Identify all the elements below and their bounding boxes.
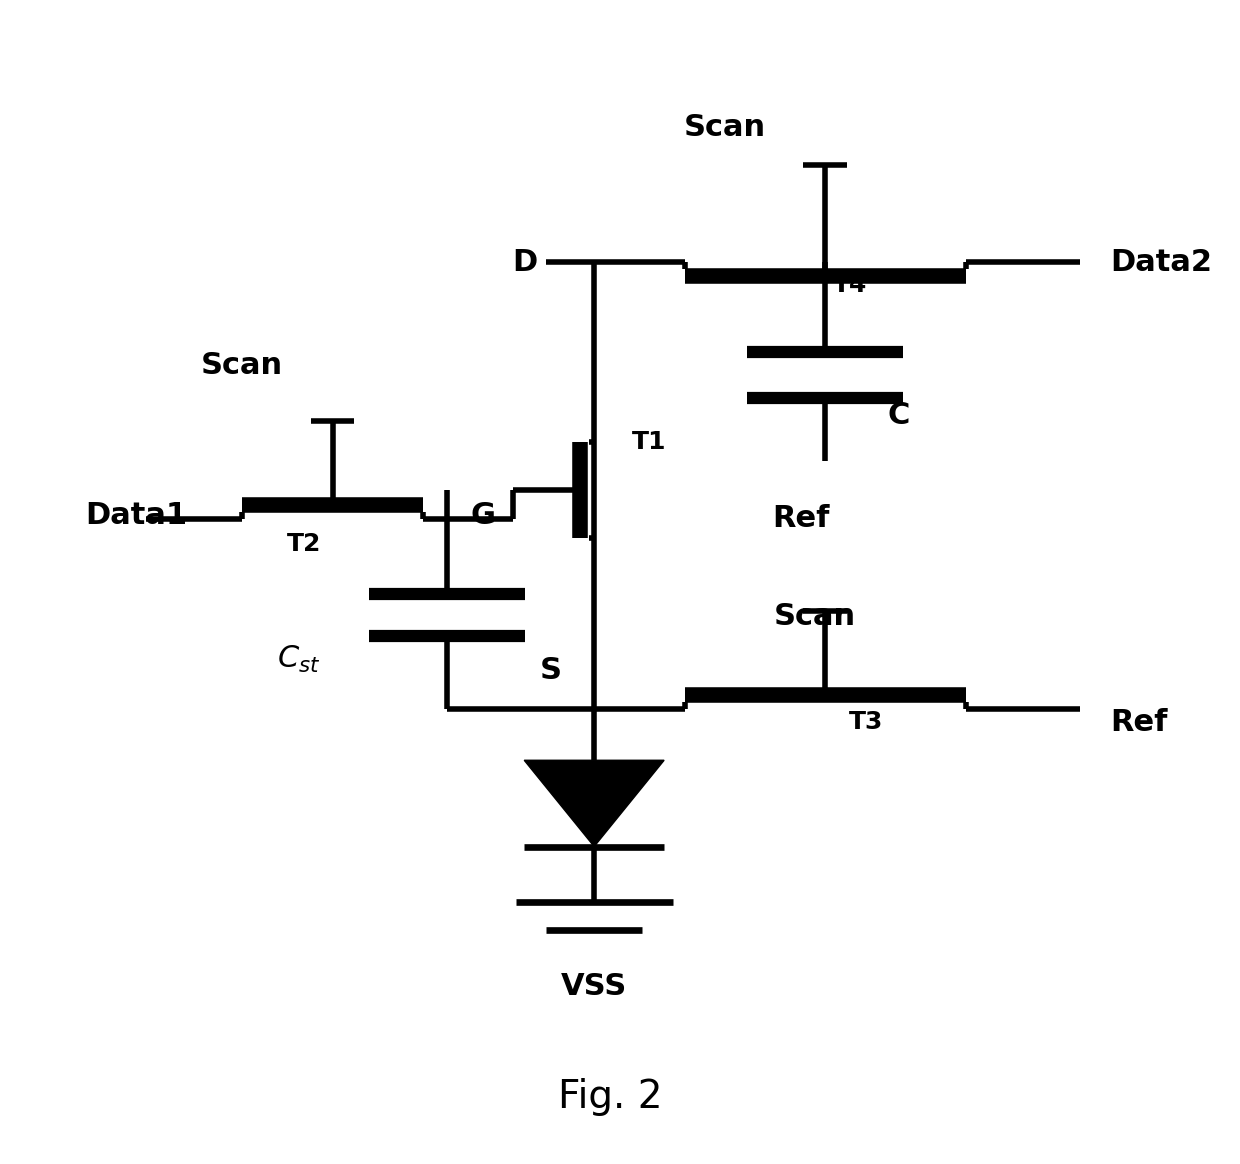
Text: C: C xyxy=(887,400,910,430)
Text: Ref: Ref xyxy=(1110,708,1168,737)
Text: Fig. 2: Fig. 2 xyxy=(558,1078,662,1116)
Text: $C_{st}$: $C_{st}$ xyxy=(277,644,320,675)
Text: S: S xyxy=(539,656,562,686)
Text: Scan: Scan xyxy=(774,602,856,631)
Text: Scan: Scan xyxy=(201,352,283,381)
Text: T1: T1 xyxy=(631,430,666,454)
Text: VSS: VSS xyxy=(560,972,627,1001)
Text: G: G xyxy=(470,501,495,530)
Text: D: D xyxy=(512,248,537,277)
Text: Ref: Ref xyxy=(773,504,830,533)
Text: T3: T3 xyxy=(848,710,883,734)
Text: Data1: Data1 xyxy=(86,501,187,530)
Polygon shape xyxy=(525,760,665,846)
Text: Data2: Data2 xyxy=(1110,248,1213,277)
Text: T4: T4 xyxy=(833,274,867,297)
Text: Scan: Scan xyxy=(683,113,765,142)
Text: T2: T2 xyxy=(286,532,321,556)
